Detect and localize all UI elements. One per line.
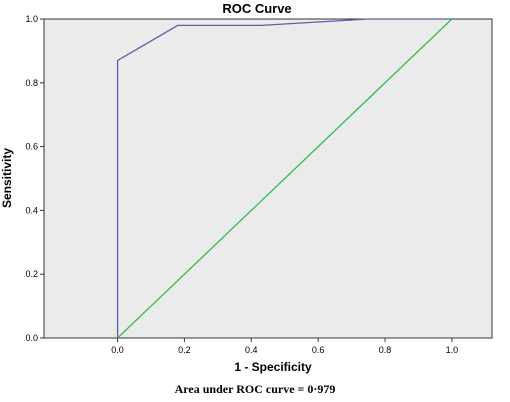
x-axis-ticks: 0.0 0.2 0.4 0.6 0.8 1.0	[111, 338, 458, 355]
y-tick-label: 0.0	[25, 333, 38, 343]
y-axis-ticks: 0.0 0.2 0.4 0.6 0.8 1.0	[25, 14, 44, 343]
y-tick-label: 0.4	[25, 205, 38, 215]
x-tick-label: 0.6	[312, 345, 325, 355]
x-axis-label: 1 - Specificity	[234, 360, 312, 374]
plot-area	[43, 18, 493, 339]
roc-curve-line	[116, 18, 452, 338]
y-tick-label: 0.6	[25, 142, 38, 152]
y-axis-label: Sensitivity	[0, 148, 14, 208]
x-tick-label: 1.0	[446, 345, 459, 355]
x-tick-label: 0.0	[111, 345, 124, 355]
y-tick-label: 0.8	[25, 78, 38, 88]
x-tick-label: 0.8	[379, 345, 392, 355]
x-tick-label: 0.4	[245, 345, 258, 355]
y-tick-label: 0.2	[25, 269, 38, 279]
y-tick-label: 1.0	[25, 14, 38, 24]
series-layer	[116, 18, 453, 339]
x-tick-label: 0.2	[178, 345, 191, 355]
auc-caption: Area under ROC curve = 0·979	[174, 382, 336, 396]
chart-title: ROC Curve	[222, 1, 291, 16]
reference-diagonal-line	[117, 18, 453, 339]
